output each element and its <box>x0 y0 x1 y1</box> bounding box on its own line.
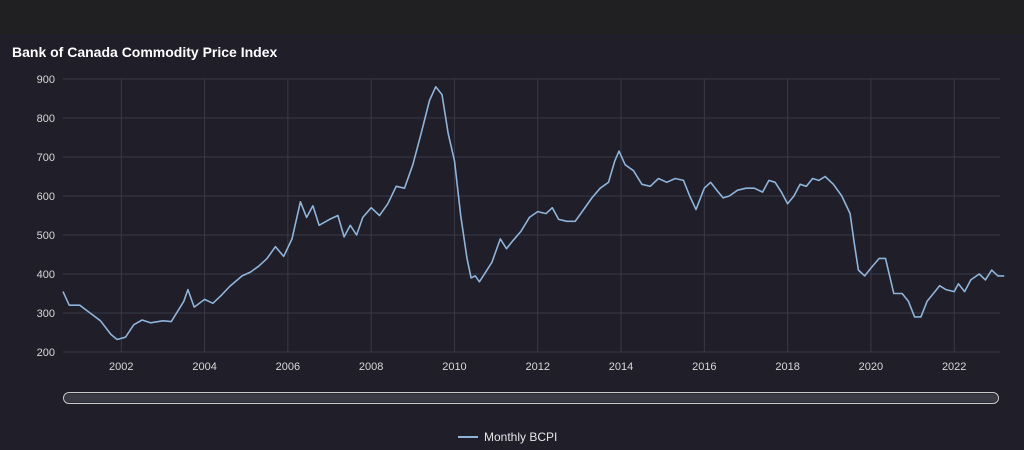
x-tick-label: 2012 <box>526 361 550 373</box>
legend-label-monthly-bcpi: Monthly BCPI <box>484 430 558 444</box>
navigator-thumb[interactable] <box>65 394 997 402</box>
grid-lines <box>63 78 1000 353</box>
x-tick-label: 2022 <box>942 361 966 373</box>
y-tick-label: 400 <box>37 269 55 281</box>
series-line-monthly-bcpi[interactable] <box>62 86 1005 341</box>
legend[interactable]: Monthly BCPI <box>458 430 557 444</box>
y-tick-label: 500 <box>37 230 55 242</box>
top-bar <box>0 0 1024 34</box>
chart-title: Bank of Canada Commodity Price Index <box>12 44 278 60</box>
range-navigator[interactable] <box>63 392 999 404</box>
x-tick-label: 2010 <box>442 361 466 373</box>
x-tick-label: 2004 <box>192 361 216 373</box>
x-tick-label: 2002 <box>109 361 133 373</box>
x-tick-label: 2020 <box>859 361 883 373</box>
y-tick-label: 300 <box>37 308 55 320</box>
series-layer <box>62 86 1005 341</box>
x-tick-label: 2016 <box>692 361 716 373</box>
legend-swatch <box>458 436 478 438</box>
x-tick-label: 2018 <box>775 361 799 373</box>
x-tick-label: 2006 <box>276 361 300 373</box>
y-tick-label: 700 <box>37 152 55 164</box>
y-tick-label: 900 <box>37 74 55 86</box>
y-tick-label: 600 <box>37 191 55 203</box>
x-tick-label: 2014 <box>609 361 633 373</box>
axis-labels: 200 300 400 500 600 700 800 900 2002 2004 2006 2008… <box>37 74 967 373</box>
y-tick-label: 200 <box>37 347 55 359</box>
y-tick-label: 800 <box>37 113 55 125</box>
x-tick-label: 2008 <box>359 361 383 373</box>
